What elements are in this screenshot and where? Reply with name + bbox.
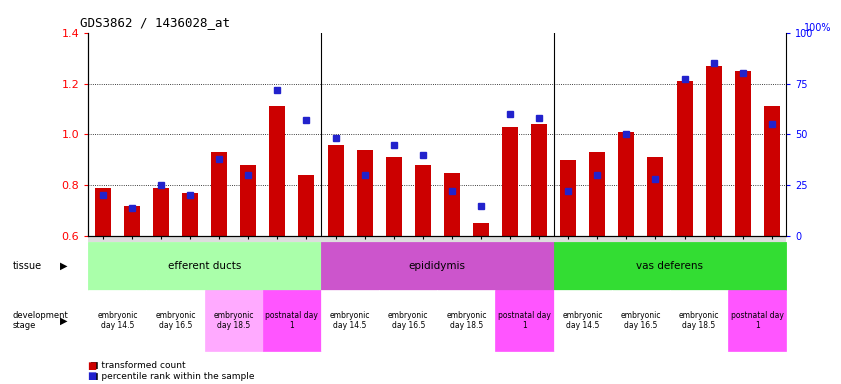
Bar: [269, 106, 285, 236]
Bar: [706, 66, 722, 236]
Bar: [560, 160, 576, 236]
Bar: [473, 223, 489, 236]
Bar: [124, 206, 140, 236]
Bar: [648, 157, 664, 236]
Text: ■ percentile rank within the sample: ■ percentile rank within the sample: [90, 372, 255, 381]
Bar: [386, 157, 402, 236]
Text: tissue: tissue: [13, 261, 42, 271]
Text: ▶: ▶: [61, 261, 67, 271]
Bar: [211, 152, 227, 236]
Text: ■: ■: [87, 371, 97, 381]
Bar: [444, 172, 460, 236]
Text: embryonic
day 16.5: embryonic day 16.5: [388, 311, 428, 330]
Text: vas deferens: vas deferens: [637, 261, 704, 271]
Text: ■: ■: [87, 361, 97, 371]
Bar: [95, 188, 111, 236]
Bar: [241, 165, 257, 236]
Text: postnatal day
1: postnatal day 1: [266, 311, 319, 330]
Text: embryonic
day 14.5: embryonic day 14.5: [98, 311, 138, 330]
Bar: [327, 145, 343, 236]
Text: embryonic
day 18.5: embryonic day 18.5: [447, 311, 487, 330]
Text: postnatal day
1: postnatal day 1: [731, 311, 784, 330]
Bar: [502, 127, 518, 236]
Bar: [590, 152, 606, 236]
Bar: [153, 188, 169, 236]
Bar: [618, 132, 634, 236]
Text: epididymis: epididymis: [409, 261, 466, 271]
Text: efferent ducts: efferent ducts: [168, 261, 241, 271]
Text: embryonic
day 14.5: embryonic day 14.5: [563, 311, 603, 330]
Bar: [735, 71, 751, 236]
Bar: [357, 150, 373, 236]
Text: ▶: ▶: [61, 316, 67, 326]
Bar: [764, 106, 780, 236]
Bar: [532, 124, 547, 236]
Text: embryonic
day 18.5: embryonic day 18.5: [214, 311, 254, 330]
Bar: [299, 175, 315, 236]
Bar: [676, 81, 692, 236]
Text: embryonic
day 16.5: embryonic day 16.5: [156, 311, 196, 330]
Bar: [415, 165, 431, 236]
Text: GDS3862 / 1436028_at: GDS3862 / 1436028_at: [80, 16, 230, 29]
Text: postnatal day
1: postnatal day 1: [498, 311, 551, 330]
Y-axis label: 100%: 100%: [804, 23, 832, 33]
Text: development
stage: development stage: [13, 311, 68, 330]
Text: embryonic
day 16.5: embryonic day 16.5: [621, 311, 661, 330]
Text: embryonic
day 18.5: embryonic day 18.5: [679, 311, 719, 330]
Bar: [182, 193, 198, 236]
Text: ■ transformed count: ■ transformed count: [90, 361, 186, 370]
Text: embryonic
day 14.5: embryonic day 14.5: [330, 311, 370, 330]
